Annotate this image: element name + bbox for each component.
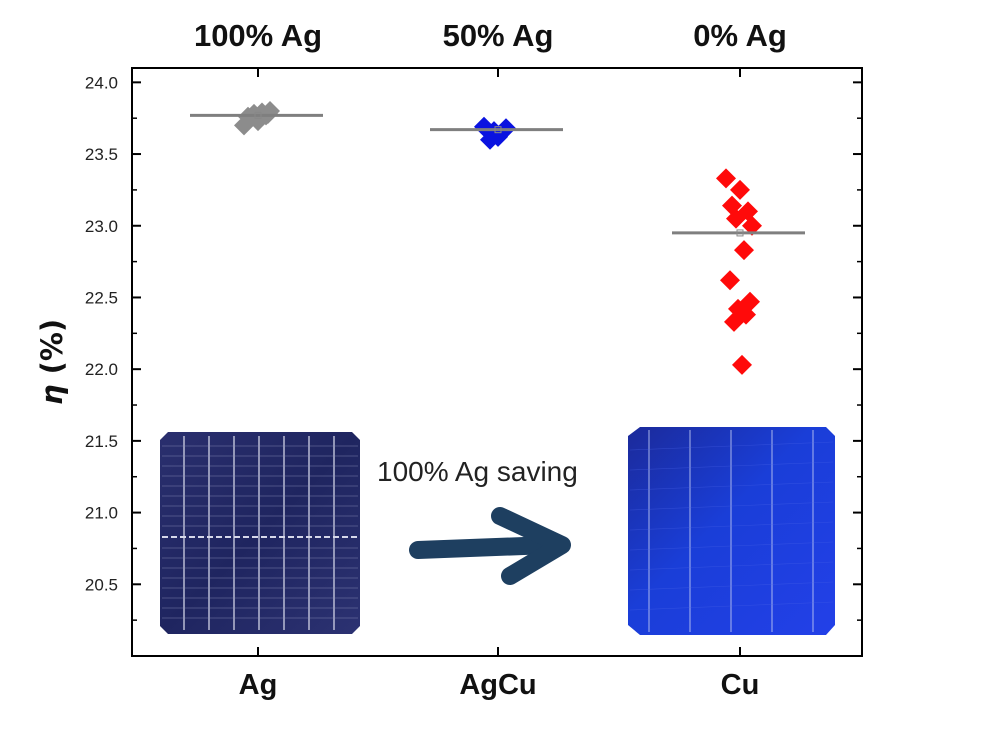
top-labels: 100% Ag 50% Ag 0% Ag: [194, 18, 787, 53]
data-point-cu-4: [726, 208, 746, 229]
category-label-ag: Ag: [239, 669, 278, 701]
top-label-1: 50% Ag: [443, 18, 554, 53]
cu-solar-cell-image: [628, 427, 835, 635]
data-point-cu-7: [720, 270, 740, 291]
y-tick-label-4: 22.5: [85, 288, 118, 307]
data-marks: [190, 101, 805, 375]
arrow-right-icon: [409, 507, 571, 585]
y-tick-label-7: 24.0: [85, 73, 118, 92]
y-tick-label-3: 22.0: [85, 360, 118, 379]
y-tick-label-0: 20.5: [85, 575, 118, 594]
category-label-cu: Cu: [721, 669, 760, 701]
data-point-cu-1: [730, 179, 750, 200]
y-tick-label-2: 21.5: [85, 432, 118, 451]
category-label-agcu: AgCu: [459, 669, 536, 701]
mean-marker-agcu: [494, 126, 502, 134]
data-point-cu-5: [742, 215, 762, 236]
y-axis-label: η (%): [35, 319, 69, 405]
y-tick-label-1: 21.0: [85, 504, 118, 523]
top-label-0: 100% Ag: [194, 18, 322, 53]
data-point-cu-12: [732, 354, 752, 375]
mean-marker-ag: [254, 111, 262, 119]
top-label-2: 0% Ag: [693, 18, 787, 53]
category-labels: Ag AgCu Cu: [239, 669, 760, 701]
data-point-cu-0: [716, 168, 736, 189]
ag-solar-cell-image: [160, 432, 360, 634]
mean-marker-cu: [736, 229, 744, 237]
y-tick-label-5: 23.0: [85, 217, 118, 236]
data-point-cu-11: [724, 311, 744, 332]
y-axis-ticks: [132, 68, 862, 656]
y-tick-label-6: 23.5: [85, 145, 118, 164]
ag-saving-annotation: 100% Ag saving: [377, 456, 578, 487]
data-point-cu-6: [734, 240, 754, 261]
y-axis-tick-labels: 20.5 21.0 21.5 22.0 22.5 23.0 23.5 24.0: [85, 73, 118, 594]
